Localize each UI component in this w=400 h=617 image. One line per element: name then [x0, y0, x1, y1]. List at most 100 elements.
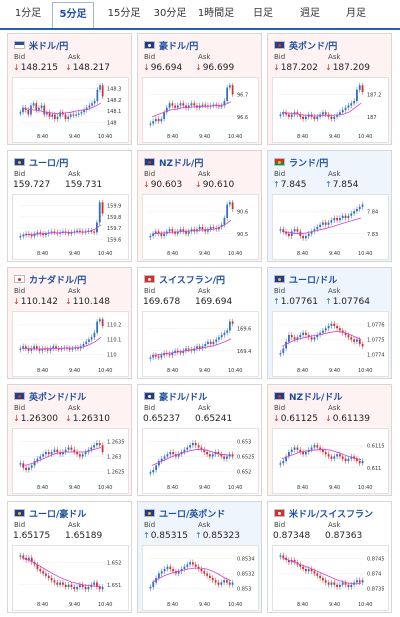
- rate-card[interactable]: NZドル/ドル Bid Ask ↓0.61125 ↓0.61139 0.6115 0.611…: [267, 384, 392, 496]
- candle-body: [149, 236, 152, 238]
- candle-body: [62, 452, 64, 455]
- mini-candlestick-chart[interactable]: 0.8745 0.874 0.8735 8:40 9:40 10:40: [272, 545, 389, 611]
- candle-body: [182, 229, 185, 232]
- currency-pair-link[interactable]: 米ドル/スイスフラン: [289, 510, 374, 520]
- rate-card[interactable]: ユーロ/円 Bid Ask 159.727 159.731 159.9 159.8 159.7…: [7, 150, 132, 262]
- mini-candlestick-chart[interactable]: 0.653 0.6525 0.652 8:40 9:40 10:40: [142, 428, 259, 494]
- bid-label: Bid: [144, 404, 156, 412]
- mini-candlestick-chart[interactable]: 169.6 169.4 8:40 9:40 10:40: [142, 311, 259, 377]
- candle-body: [45, 233, 47, 236]
- rate-card[interactable]: 英ポンド/円 Bid Ask ↓187.202 ↓187.209 187.2 187 8:40…: [267, 33, 392, 145]
- currency-pair-link[interactable]: 米ドル/円: [29, 42, 69, 52]
- candle-body: [50, 231, 53, 233]
- candle-body: [296, 447, 299, 450]
- rate-card[interactable]: 豪ドル/円 Bid Ask ↓96.694 ↓96.699 96.7 96.6 8:40 9:4…: [137, 33, 262, 145]
- candle-body: [353, 101, 355, 104]
- candle-body: [293, 229, 296, 232]
- candle-body: [76, 587, 78, 590]
- mini-candlestick-chart[interactable]: 159.9 159.8 159.7 159.6 8:40 9:40 10:40: [12, 194, 129, 260]
- bid-label: Bid: [14, 521, 26, 529]
- y-tick-label: 0.8532: [237, 572, 255, 578]
- candle-body: [215, 339, 218, 342]
- currency-pair-link[interactable]: ユーロ/円: [29, 159, 69, 169]
- currency-pair-link[interactable]: ユーロ/英ポンド: [159, 510, 226, 520]
- candle-body: [353, 211, 355, 214]
- candle-body: [361, 344, 364, 347]
- candle-body: [211, 454, 214, 457]
- bid-value: 110.142: [20, 297, 58, 307]
- currency-pair-link[interactable]: NZドル/円: [159, 159, 204, 169]
- rate-card[interactable]: スイスフラン/円 Bid Ask 169.678 169.694 169.6 169.4 8:…: [137, 267, 262, 379]
- mini-candlestick-chart[interactable]: 1.652 1.651 8:40 9:40 10:40: [12, 545, 129, 611]
- currency-pair-link[interactable]: ユーロ/豪ドル: [29, 510, 87, 520]
- candle-body: [282, 461, 285, 464]
- mini-candlestick-chart[interactable]: 0.8534 0.8532 0.853 8:40 9:40 10:40: [142, 545, 259, 611]
- tab-2[interactable]: 15分足: [107, 8, 141, 19]
- candle-body: [87, 587, 90, 590]
- candle-body: [56, 582, 59, 585]
- mini-candlestick-chart[interactable]: 1.2635 1.263 1.2625 8:40 9:40 10:40: [12, 428, 129, 494]
- candle-body: [33, 461, 36, 466]
- mini-candlestick-chart[interactable]: 1.0776 1.0775 1.0774 8:40 9:40 10:40: [272, 311, 389, 377]
- candle-body: [226, 330, 229, 333]
- bid-value: 1.65175: [13, 531, 51, 541]
- currency-pair-link[interactable]: NZドル/ドル: [289, 393, 343, 403]
- y-tick-label: 148.1: [107, 109, 121, 115]
- tab-1[interactable]: 5分足: [52, 2, 94, 28]
- mini-candlestick-chart[interactable]: 187.2 187 8:40 9:40 10:40: [272, 77, 389, 143]
- rate-card[interactable]: 米ドル/スイスフラン Bid Ask 0.87348 0.87363 0.8745 0.87…: [267, 501, 392, 613]
- candle-body: [69, 114, 72, 117]
- chart-svg: 110.2 110.1 110 8:40 9:40 10:40: [19, 317, 121, 374]
- mini-candlestick-chart[interactable]: 7.84 7.83 8:40 9:40 10:40: [272, 194, 389, 260]
- mini-candlestick-chart[interactable]: 0.6115 0.611 8:40 9:40 10:40: [272, 428, 389, 494]
- timeframe-tabs: 1分足 5分足 15分足 30分足 1時間足 日足 週足 月足: [0, 0, 400, 30]
- rate-card[interactable]: NZドル/円 Bid Ask ↓90.603 ↓90.610 90.6 90.5 8:40 9:…: [137, 150, 262, 262]
- mini-candlestick-chart[interactable]: 90.6 90.5 8:40 9:40 10:40: [142, 194, 259, 260]
- bid-value: 7.845: [280, 180, 307, 190]
- currency-pair-link[interactable]: 英ポンド/円: [289, 42, 338, 52]
- currency-pair-link[interactable]: 豪ドル/円: [159, 42, 199, 52]
- arrow-down-icon: ↓: [195, 63, 202, 72]
- ask-price: ↓96.699: [195, 63, 234, 73]
- x-tick-label: 8:40: [37, 368, 48, 374]
- tab-0[interactable]: 1分足: [14, 8, 42, 19]
- rate-card[interactable]: ランド/円 Bid Ask ↑7.845 ↑7.854 7.84 7.83 8:40 9:40 1…: [267, 150, 392, 262]
- candle-body: [200, 569, 203, 572]
- moving-average-line: [21, 102, 102, 115]
- currency-pair-link[interactable]: スイスフラン/円: [159, 276, 226, 286]
- candle-body: [194, 564, 197, 567]
- rate-card[interactable]: カナダドル/円 Bid Ask ↓110.142 ↓110.148 110.2 110.1 1…: [7, 267, 132, 379]
- mini-candlestick-chart[interactable]: 148.3 148.2 148.1 148 8:40 9:40 10:40: [12, 77, 129, 143]
- candle-body: [322, 330, 324, 333]
- rate-card[interactable]: ユーロ/英ポンド Bid Ask ↑0.85315 ↑0.85323 0.8534 0.85…: [137, 501, 262, 613]
- candle-body: [166, 566, 169, 569]
- currency-pair-link[interactable]: カナダドル/円: [29, 276, 87, 286]
- candle-body: [152, 582, 155, 587]
- candle-body: [207, 229, 209, 232]
- currency-pair-link[interactable]: ユーロ/ドル: [289, 276, 338, 286]
- bid-price: ↓110.142: [13, 297, 58, 307]
- rate-card[interactable]: 英ポンド/ドル Bid Ask ↓1.26300 ↓1.26310 1.2635 1.263…: [7, 384, 132, 496]
- candle-body: [341, 456, 344, 459]
- tab-6[interactable]: 週足: [300, 8, 320, 19]
- currency-pair-link[interactable]: 英ポンド/ドル: [29, 393, 87, 403]
- currency-pair-link[interactable]: ランド/円: [289, 159, 329, 169]
- mini-candlestick-chart[interactable]: 110.2 110.1 110 8:40 9:40 10:40: [12, 311, 129, 377]
- candle-body: [101, 587, 104, 590]
- moving-average-line: [281, 102, 362, 117]
- tab-3[interactable]: 30分足: [153, 8, 187, 19]
- rate-card[interactable]: 米ドル/円 Bid Ask ↓148.215 ↓148.217 148.3 148.2 148…: [7, 33, 132, 145]
- rate-card[interactable]: ユーロ/豪ドル Bid Ask 1.65175 1.65189 1.652 1.651 8:4…: [7, 501, 132, 613]
- tab-4[interactable]: 1時間足: [197, 8, 235, 19]
- tab-7[interactable]: 月足: [346, 8, 366, 19]
- tab-5[interactable]: 日足: [253, 8, 273, 19]
- rate-card[interactable]: 豪ドル/ドル Bid Ask 0.65237 0.65241 0.653 0.6525 0.6…: [137, 384, 262, 496]
- bid-label: Bid: [14, 53, 26, 61]
- candle-body: [307, 233, 310, 236]
- rate-card[interactable]: ユーロ/ドル Bid Ask ↑1.07761 ↑1.07764 1.0776 1.0775…: [267, 267, 392, 379]
- ask-value: 110.148: [72, 297, 110, 307]
- candle-body: [67, 116, 69, 119]
- currency-pair-link[interactable]: 豪ドル/ドル: [159, 393, 208, 403]
- candle-body: [62, 582, 64, 585]
- mini-candlestick-chart[interactable]: 96.7 96.6 8:40 9:40 10:40: [142, 77, 259, 143]
